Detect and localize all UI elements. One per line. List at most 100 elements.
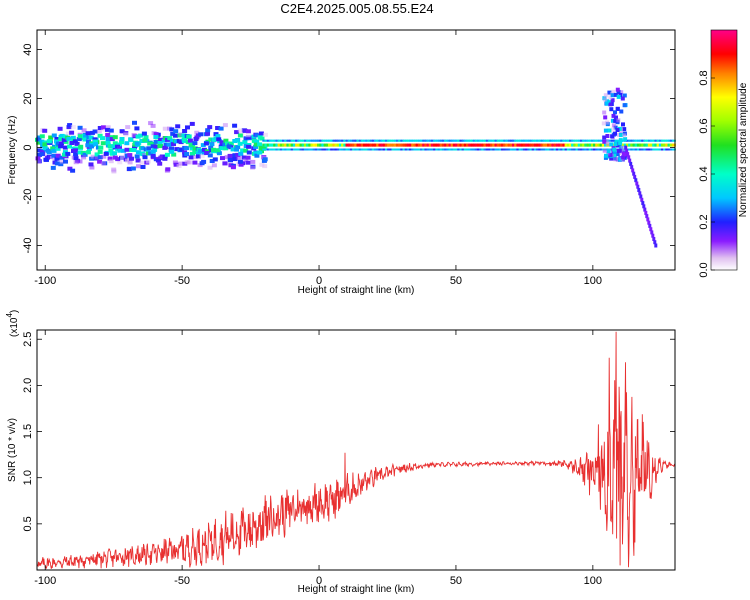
spectrogram-cell bbox=[612, 153, 617, 157]
spectrogram-cell bbox=[288, 139, 293, 142]
spectrogram-cell bbox=[389, 143, 394, 147]
spectrogram-cell bbox=[112, 151, 117, 156]
colorbar: 0.0 0.2 0.4 0.6 0.8 Normalized spectral ampl… bbox=[698, 29, 749, 278]
spectrogram-cell bbox=[330, 143, 335, 147]
spectrogram-cell bbox=[220, 156, 225, 161]
spectrogram-cell bbox=[437, 143, 442, 147]
spectrogram-cell bbox=[43, 157, 49, 162]
spectrogram-cell bbox=[533, 148, 538, 151]
spectrogram-cell bbox=[147, 141, 153, 146]
spectrogram-cell bbox=[332, 148, 337, 151]
spectrogram-cell bbox=[579, 139, 584, 142]
spectrogram-cell bbox=[219, 146, 225, 151]
spectrogram-cell bbox=[430, 148, 435, 151]
spectrogram-cell bbox=[207, 125, 213, 130]
spectrogram-cell bbox=[66, 136, 72, 141]
spectrogram-cell bbox=[547, 143, 551, 147]
spectrogram-cell bbox=[610, 134, 615, 139]
spectrogram-cell bbox=[586, 139, 591, 142]
spectrogram-cell bbox=[360, 148, 365, 151]
spectrogram-cell bbox=[157, 144, 163, 149]
spectrogram-cell bbox=[173, 162, 179, 167]
spectrogram-cell bbox=[358, 143, 363, 147]
spectrogram-cell bbox=[81, 128, 87, 133]
spectrogram-cell bbox=[273, 143, 278, 147]
snr-xtick-label: -100 bbox=[34, 575, 56, 587]
spectrogram-cell bbox=[395, 143, 400, 147]
spectrogram-cell bbox=[85, 143, 91, 148]
spectrogram-cell bbox=[254, 133, 260, 138]
spectrogram-cell bbox=[612, 147, 617, 152]
spectrogram-cell bbox=[463, 143, 468, 147]
spectrogram-cell bbox=[652, 237, 656, 241]
spectrogram-cell bbox=[588, 139, 593, 142]
spectrogram-cell bbox=[225, 141, 230, 146]
spectrogram-cell bbox=[77, 125, 83, 130]
spectrogram-cell bbox=[77, 150, 83, 155]
spectrogram-cell bbox=[498, 148, 503, 151]
spectrogram-cell bbox=[127, 160, 133, 165]
spectrogram-cell bbox=[78, 144, 84, 149]
spectrogram-cell bbox=[384, 143, 389, 147]
spectrogram-cell bbox=[661, 139, 665, 142]
spectrogram-cell bbox=[135, 158, 141, 163]
spectrogram-cell bbox=[328, 148, 332, 151]
spectrogram-cell bbox=[487, 143, 492, 147]
spectrogram-cell bbox=[46, 150, 52, 155]
snr-multiplier: (x104) bbox=[5, 310, 20, 337]
spectrogram-cell bbox=[490, 143, 495, 147]
spectrogram-cell bbox=[69, 130, 75, 135]
spectrogram-cell bbox=[50, 146, 56, 151]
spectrogram-cell bbox=[595, 143, 600, 147]
spectrogram-cell bbox=[356, 143, 361, 147]
spectrogram-cell bbox=[169, 149, 175, 154]
spectrogram-cell bbox=[195, 154, 201, 159]
spectrogram-cell bbox=[172, 160, 178, 165]
spectrogram-cell bbox=[391, 148, 396, 151]
spectrogram-cell bbox=[58, 144, 64, 149]
spectrogram-cell bbox=[246, 144, 252, 149]
spectrogram-cell bbox=[536, 143, 541, 147]
spectrogram-cell bbox=[97, 149, 103, 154]
spectrogram-cell bbox=[153, 135, 159, 139]
spectrogram-cell bbox=[658, 143, 663, 147]
spectrogram-cell bbox=[334, 143, 339, 147]
spectrogram-cell bbox=[630, 143, 635, 147]
spectrogram-cell bbox=[603, 128, 608, 133]
spectrogram-cell bbox=[529, 148, 534, 151]
spectrogram-cell bbox=[131, 133, 137, 137]
spectrogram-cell bbox=[286, 143, 291, 147]
spectrogram-cell bbox=[178, 140, 184, 145]
spectrogram-cell bbox=[654, 139, 659, 142]
spectrogram-cell bbox=[479, 139, 484, 142]
spectrogram-cell bbox=[235, 152, 241, 157]
spectrogram-cell bbox=[277, 139, 282, 142]
spectrogram-cell bbox=[295, 139, 300, 142]
spectrogram-cell bbox=[235, 145, 241, 150]
colorbar-tick-label: 0.0 bbox=[698, 262, 710, 277]
spectrogram-cell bbox=[470, 139, 475, 142]
spectrogram-cell bbox=[39, 134, 45, 139]
spectrogram-cell bbox=[237, 159, 243, 164]
spectrogram-cell bbox=[55, 153, 61, 158]
spectrogram-cell bbox=[303, 148, 308, 151]
spectrogram-cell bbox=[232, 157, 238, 162]
spectrogram-cell bbox=[119, 140, 124, 145]
spectrogram-cell bbox=[334, 139, 339, 142]
spectrogram-cell bbox=[117, 160, 123, 165]
spectrogram-cell bbox=[564, 148, 569, 151]
spectrogram-cell bbox=[555, 139, 560, 142]
spectrogram-cell bbox=[101, 154, 107, 159]
spectrogram-cell bbox=[325, 143, 330, 147]
spectrogram-cell bbox=[514, 143, 519, 147]
spectrogram-cell bbox=[639, 194, 643, 199]
spectrogram-cell bbox=[573, 139, 578, 142]
spectrogram-cell bbox=[400, 143, 405, 147]
spectrogram-cell bbox=[141, 131, 147, 136]
spectrogram-cell bbox=[349, 143, 354, 147]
spectrogram-cell bbox=[153, 132, 159, 137]
spectrogram-cell bbox=[266, 143, 271, 147]
spectrogram-cell bbox=[577, 148, 582, 151]
spectrogram-cell bbox=[312, 148, 317, 151]
spectrogram-cell bbox=[641, 148, 646, 151]
